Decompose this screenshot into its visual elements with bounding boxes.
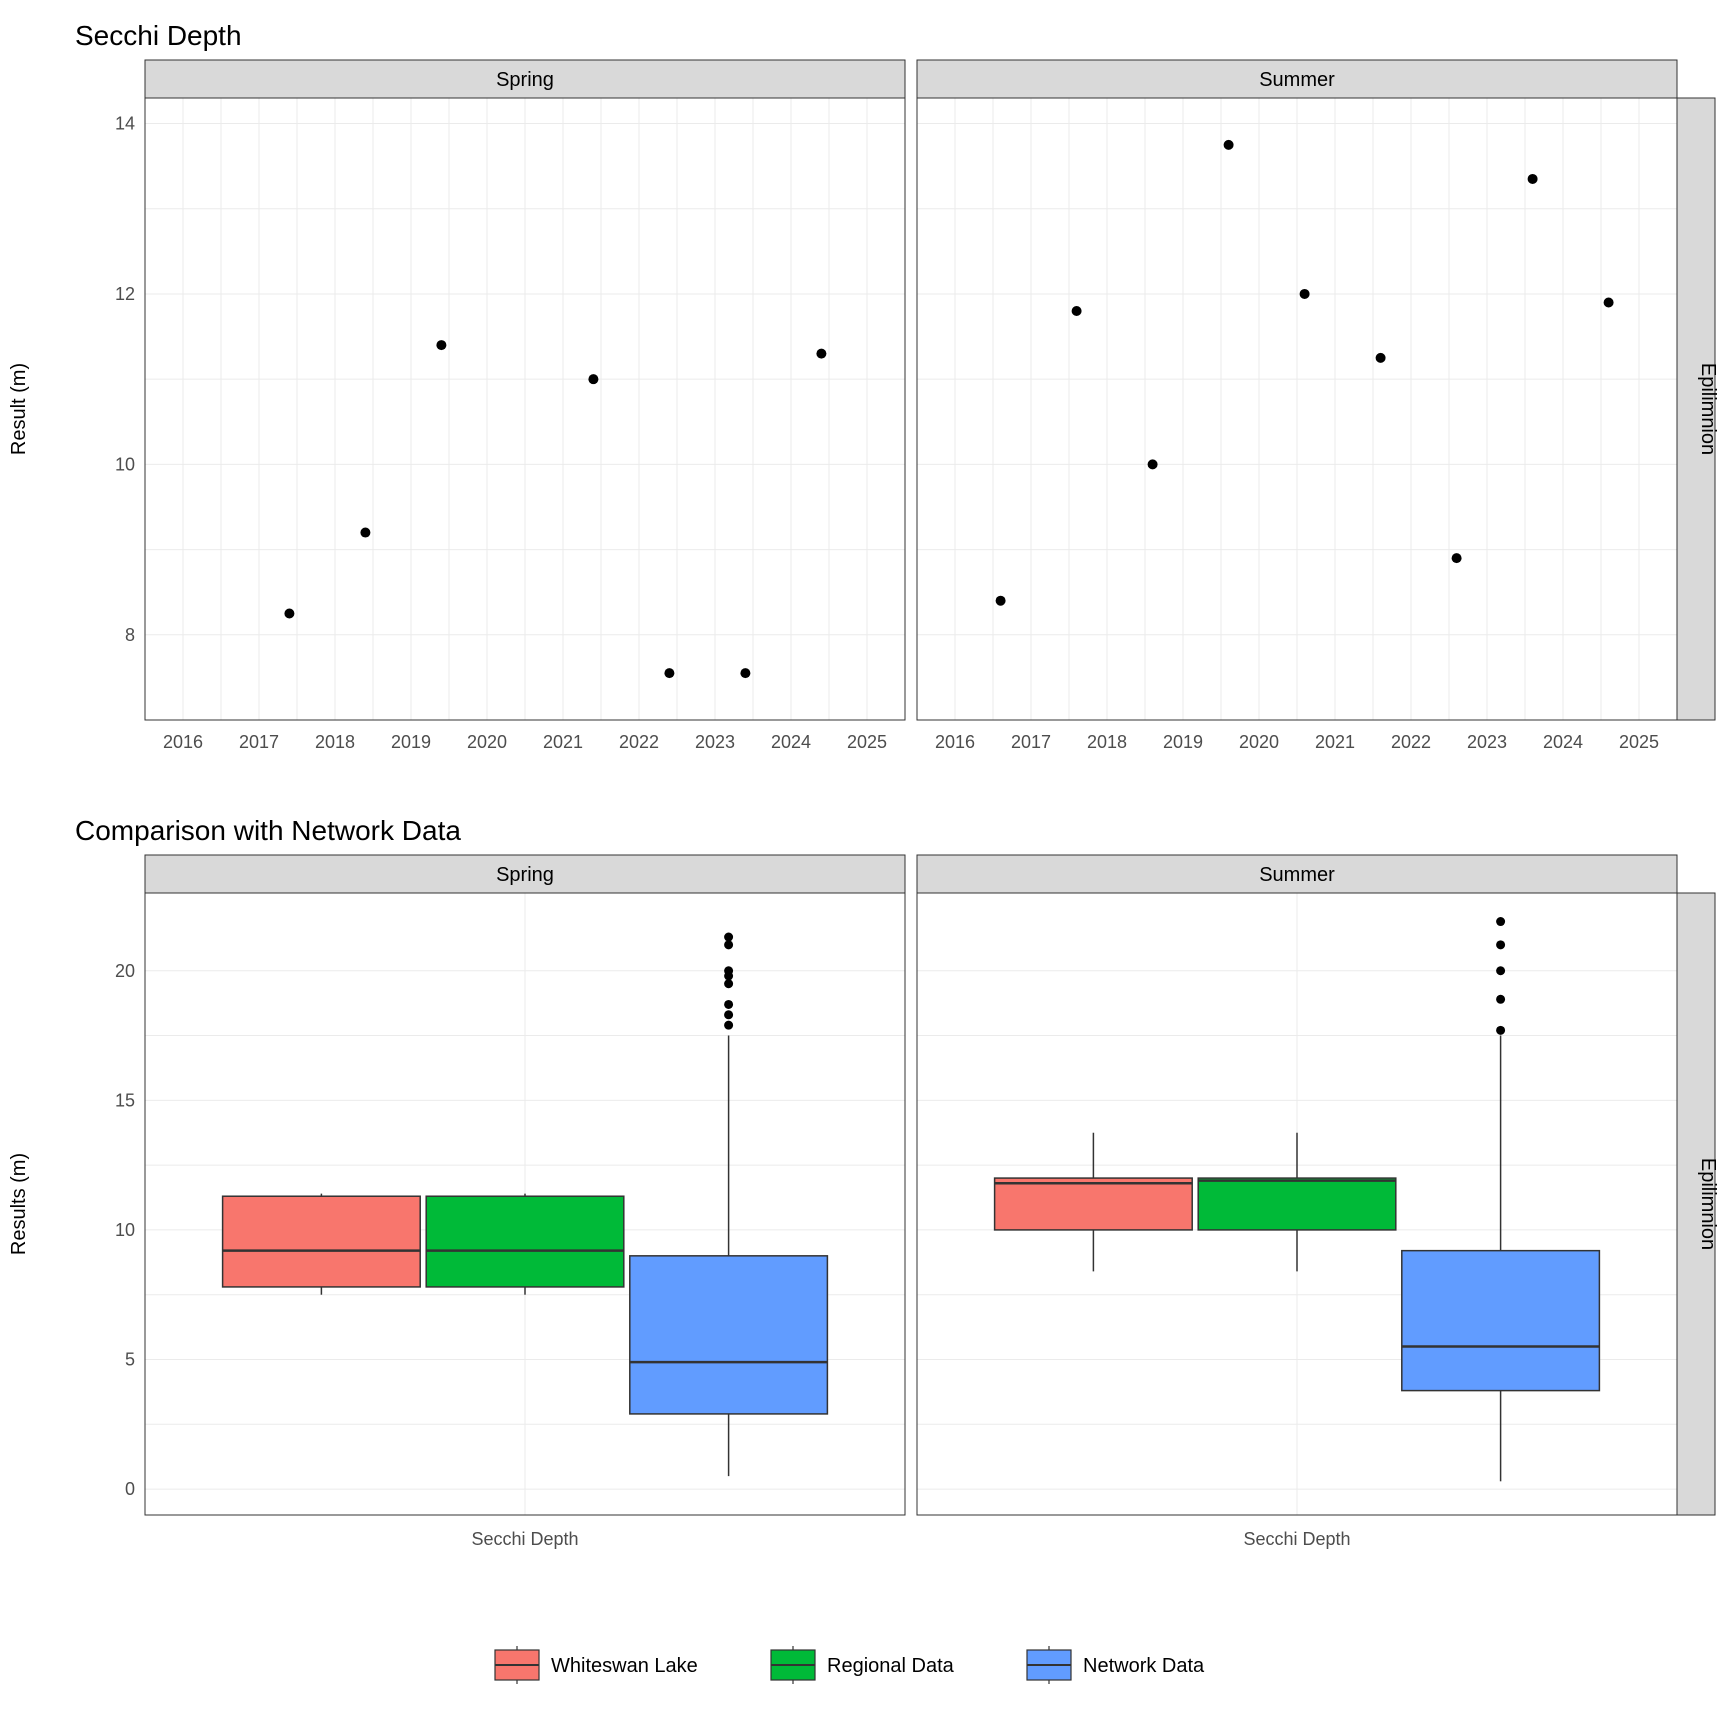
- scatter-point: [1072, 306, 1082, 316]
- scatter-point: [996, 596, 1006, 606]
- box-outlier: [1496, 917, 1505, 926]
- box-outlier: [1496, 966, 1505, 975]
- top-x-tick: 2023: [695, 732, 735, 752]
- scatter-point: [740, 668, 750, 678]
- bottom-y-tick: 0: [125, 1479, 135, 1499]
- scatter-point: [1148, 459, 1158, 469]
- box-rect: [1198, 1178, 1396, 1230]
- scatter-point: [1300, 289, 1310, 299]
- bottom-facet-label: Summer: [1259, 864, 1335, 886]
- top-x-tick: 2024: [771, 732, 811, 752]
- bottom-chart-title: Comparison with Network Data: [75, 815, 461, 846]
- box-outlier: [724, 940, 733, 949]
- top-x-tick: 2016: [163, 732, 203, 752]
- top-x-tick: 2023: [1467, 732, 1507, 752]
- scatter-point: [1528, 174, 1538, 184]
- scatter-point: [1604, 297, 1614, 307]
- top-x-tick: 2017: [1011, 732, 1051, 752]
- chart-container: Secchi Depth Result (m) 8 10 12 14 Spring 2016 2…: [0, 0, 1728, 1728]
- bottom-y-tick: 5: [125, 1350, 135, 1370]
- box-rect: [995, 1178, 1193, 1230]
- top-y-tick: 10: [115, 454, 135, 474]
- top-x-tick: 2021: [543, 732, 583, 752]
- bottom-y-tick: 20: [115, 961, 135, 981]
- top-x-tick: 2024: [1543, 732, 1583, 752]
- top-facet-label: Spring: [496, 69, 554, 91]
- top-chart-title: Secchi Depth: [75, 20, 242, 51]
- top-x-tick: 2021: [1315, 732, 1355, 752]
- top-x-tick: 2020: [467, 732, 507, 752]
- top-x-tick: 2020: [1239, 732, 1279, 752]
- scatter-point: [816, 349, 826, 359]
- legend-label: Network Data: [1083, 1655, 1205, 1677]
- top-right-strip-label: Epilimnion: [1697, 363, 1719, 455]
- legend-label: Regional Data: [827, 1655, 955, 1677]
- top-x-tick: 2017: [239, 732, 279, 752]
- bottom-x-category: Secchi Depth: [471, 1529, 578, 1549]
- bottom-y-tick: 10: [115, 1220, 135, 1240]
- top-y-axis-label: Result (m): [8, 363, 30, 455]
- box-rect: [1402, 1251, 1600, 1391]
- bottom-y-tick: 15: [115, 1090, 135, 1110]
- box-rect: [223, 1196, 421, 1287]
- main-svg: Secchi Depth Result (m) 8 10 12 14 Spring 2016 2…: [0, 0, 1728, 1728]
- scatter-point: [436, 340, 446, 350]
- scatter-point: [664, 668, 674, 678]
- top-x-tick: 2018: [1087, 732, 1127, 752]
- box-outlier: [1496, 1026, 1505, 1035]
- box-outlier: [1496, 940, 1505, 949]
- box-outlier: [1496, 995, 1505, 1004]
- box-outlier: [724, 979, 733, 988]
- bottom-facet-label: Spring: [496, 864, 554, 886]
- box-rect: [630, 1256, 828, 1414]
- top-x-tick: 2022: [1391, 732, 1431, 752]
- top-facet-label: Summer: [1259, 69, 1335, 91]
- box-rect: [426, 1196, 624, 1287]
- top-x-tick: 2018: [315, 732, 355, 752]
- top-x-tick: 2019: [391, 732, 431, 752]
- box-outlier: [724, 1021, 733, 1030]
- scatter-point: [1376, 353, 1386, 363]
- top-x-tick: 2025: [1619, 732, 1659, 752]
- top-x-tick: 2016: [935, 732, 975, 752]
- box-outlier: [724, 933, 733, 942]
- bottom-x-category: Secchi Depth: [1243, 1529, 1350, 1549]
- top-y-tick: 12: [115, 284, 135, 304]
- bottom-y-axis-label: Results (m): [8, 1153, 30, 1255]
- top-x-tick: 2022: [619, 732, 659, 752]
- scatter-point: [360, 528, 370, 538]
- legend-label: Whiteswan Lake: [551, 1655, 698, 1677]
- box-outlier: [724, 1000, 733, 1009]
- bottom-right-strip-label: Epilimnion: [1697, 1158, 1719, 1250]
- box-outlier: [724, 1010, 733, 1019]
- scatter-point: [1224, 140, 1234, 150]
- top-x-tick: 2025: [847, 732, 887, 752]
- scatter-point: [284, 608, 294, 618]
- scatter-point: [1452, 553, 1462, 563]
- top-x-tick: 2019: [1163, 732, 1203, 752]
- box-outlier: [724, 966, 733, 975]
- top-y-tick: 8: [125, 625, 135, 645]
- scatter-point: [588, 374, 598, 384]
- top-y-tick: 14: [115, 114, 135, 134]
